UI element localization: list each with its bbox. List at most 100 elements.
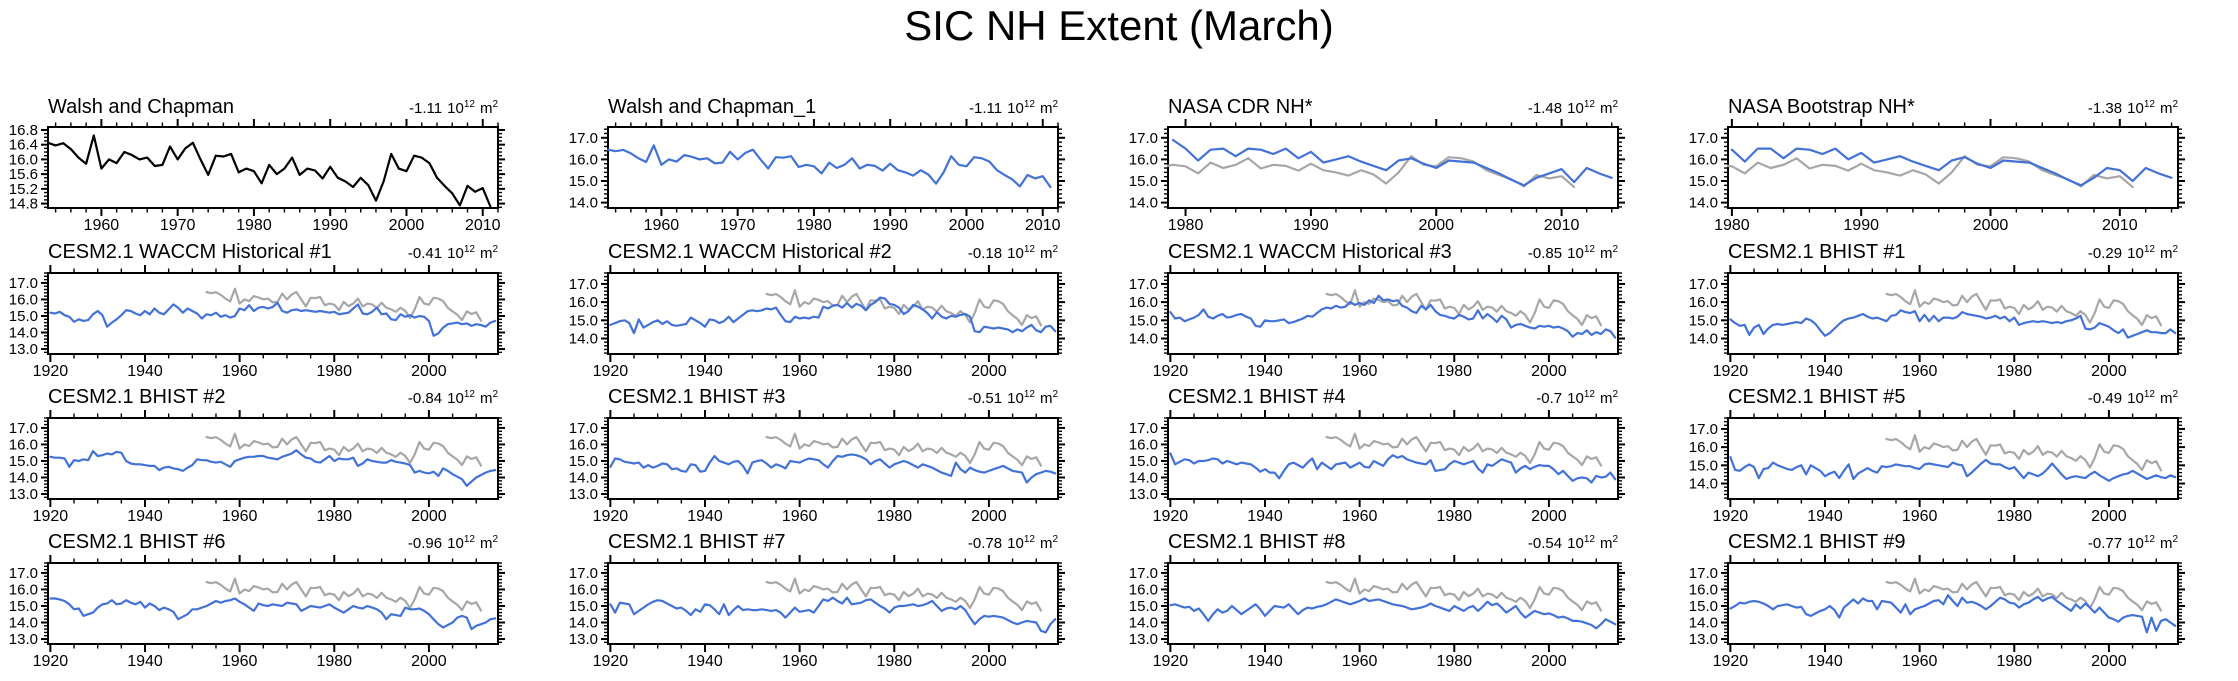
svg-text:14.0: 14.0 xyxy=(9,470,38,487)
axis-labels: 17.016.015.014.013.0 1920 1940 1960 1980 2000 xyxy=(1129,565,1567,670)
svg-text:1980: 1980 xyxy=(876,653,912,670)
trend-unit-symbol-exponent: 2 xyxy=(2172,244,2178,255)
panel-trend-annotation: -1.11 1012 m2 xyxy=(409,99,498,117)
svg-text:1980: 1980 xyxy=(1436,508,1472,525)
svg-text:15.0: 15.0 xyxy=(569,312,598,329)
series-line-model-blue xyxy=(49,597,497,631)
plot-frame xyxy=(607,417,1059,500)
svg-text:2000: 2000 xyxy=(389,217,425,234)
series-line-walsh-gray xyxy=(205,287,483,322)
svg-text:1960: 1960 xyxy=(1342,653,1378,670)
axis-minor-ticks xyxy=(44,122,502,213)
series-group xyxy=(49,577,497,631)
trend-unit-symbol: m xyxy=(1599,245,1613,262)
page-title: SIC NH Extent (March) xyxy=(904,2,1334,49)
svg-text:14.0: 14.0 xyxy=(569,615,598,632)
series-line-model-blue xyxy=(1169,452,1617,484)
panel-trend-annotation: -1.38 1012 m2 xyxy=(2088,99,2178,117)
svg-text:14.0: 14.0 xyxy=(9,325,38,342)
trend-unit-symbol-exponent: 2 xyxy=(2172,99,2178,110)
series-line-walsh-gray xyxy=(1885,289,2163,327)
svg-text:1980: 1980 xyxy=(876,508,912,525)
svg-text:1980: 1980 xyxy=(1436,363,1472,380)
svg-text:16.0: 16.0 xyxy=(9,436,38,453)
svg-text:2000: 2000 xyxy=(1418,217,1454,234)
trend-unit-symbol-exponent: 2 xyxy=(1052,389,1058,400)
trend-value: -1.11 xyxy=(969,100,1003,117)
svg-text:1940: 1940 xyxy=(687,508,723,525)
trend-value: -1.11 xyxy=(409,100,443,117)
series-line-walsh-gray xyxy=(1325,577,1603,612)
panel-title: CESM2.1 BHIST #8 xyxy=(1168,531,1346,553)
trend-unit-base: 10 xyxy=(447,390,464,407)
svg-text:14.0: 14.0 xyxy=(1689,476,1718,493)
svg-text:16.0: 16.0 xyxy=(9,291,38,308)
panel-trend-annotation: -1.11 1012 m2 xyxy=(969,99,1058,117)
trend-value: -0.49 xyxy=(2087,390,2123,407)
chart-panel: CESM2.1 BHIST #1 -0.29 1012 m2 17.0 16.0 15.… xyxy=(1680,240,2238,385)
plot-frame xyxy=(47,126,499,209)
svg-text:17.0: 17.0 xyxy=(1129,276,1158,293)
svg-text:17.0: 17.0 xyxy=(9,565,38,582)
trend-unit-symbol-exponent: 2 xyxy=(1052,534,1058,545)
svg-text:15.0: 15.0 xyxy=(9,598,38,615)
panel-trend-annotation: -0.96 1012 m2 xyxy=(408,534,498,552)
trend-unit-symbol: m xyxy=(1599,390,1613,407)
trend-unit-exponent: 12 xyxy=(1583,389,1595,400)
svg-text:15.0: 15.0 xyxy=(9,453,38,470)
axis-labels: 17.016.015.0 14.0 1920 1940 1960 1980 2000 xyxy=(569,276,1007,380)
axis-ticks xyxy=(601,265,1065,362)
trend-unit-symbol-exponent: 2 xyxy=(2172,534,2178,545)
chart-panel: CESM2.1 BHIST #9 -0.77 1012 m2 17.0 16.0 15.… xyxy=(1680,530,2238,681)
chart-panel: CESM2.1 BHIST #5 -0.49 1012 m2 17.0 16.0 15.… xyxy=(1680,385,2238,530)
svg-text:13.0: 13.0 xyxy=(1129,631,1158,648)
trend-unit-base: 10 xyxy=(447,535,464,552)
svg-text:14.0: 14.0 xyxy=(569,195,598,212)
line-plot: 17.0 16.0 15.0 14.0 1960 1970 1980 1990 2000 2010 xyxy=(569,119,1065,234)
series-line-model-blue xyxy=(1729,455,2177,482)
svg-text:1980: 1980 xyxy=(316,653,352,670)
svg-text:2000: 2000 xyxy=(971,508,1007,525)
axis-ticks xyxy=(1161,265,1625,362)
trend-unit-symbol-exponent: 2 xyxy=(1612,389,1618,400)
plot-frame xyxy=(607,272,1059,355)
trend-unit-base: 10 xyxy=(1007,390,1024,407)
svg-text:1980: 1980 xyxy=(1436,653,1472,670)
axis-labels: 17.0 16.0 15.0 14.0 1980 1990 2000 2010 xyxy=(1129,130,1580,234)
svg-text:1940: 1940 xyxy=(127,363,163,380)
trend-unit-base: 10 xyxy=(1007,245,1024,262)
svg-text:16.0: 16.0 xyxy=(9,581,38,598)
panel-trend-annotation: -0.84 1012 m2 xyxy=(408,389,498,407)
svg-text:2010: 2010 xyxy=(465,217,501,234)
series-line-walsh-gray xyxy=(1885,434,2163,472)
svg-text:14.0: 14.0 xyxy=(569,470,598,487)
svg-text:1940: 1940 xyxy=(1807,363,1843,380)
series-line-walsh-blue xyxy=(607,144,1052,189)
svg-text:14.0: 14.0 xyxy=(1129,470,1158,487)
svg-text:15.0: 15.0 xyxy=(569,598,598,615)
axis-labels: 17.0 16.0 15.0 14.0 1980 1990 2000 2010 xyxy=(1689,130,2138,234)
trend-value: -0.41 xyxy=(407,245,443,262)
series-group xyxy=(1169,432,1617,484)
axis-ticks xyxy=(41,410,505,507)
svg-text:16.0: 16.0 xyxy=(1129,294,1158,311)
svg-text:1990: 1990 xyxy=(872,217,908,234)
svg-text:16.0: 16.0 xyxy=(569,581,598,598)
svg-text:1920: 1920 xyxy=(1153,653,1189,670)
trend-value: -0.77 xyxy=(2087,535,2123,552)
svg-text:14.8: 14.8 xyxy=(9,196,38,213)
series-group xyxy=(1169,577,1617,630)
trend-unit-symbol: m xyxy=(479,390,493,407)
series-line-walsh-gray xyxy=(1727,155,2134,189)
trend-unit-exponent: 12 xyxy=(1583,99,1595,110)
svg-text:2010: 2010 xyxy=(2102,217,2138,234)
svg-text:17.0: 17.0 xyxy=(569,276,598,293)
trend-unit-exponent: 12 xyxy=(2143,389,2155,400)
trend-unit-symbol-exponent: 2 xyxy=(2172,389,2178,400)
line-plot: 16.816.416.015.615.214.8 1960 1970 1980 1990… xyxy=(9,119,505,234)
line-plot: 17.016.015.0 14.0 1920 1940 1960 1980 2000 xyxy=(1689,265,2185,380)
series-line-model-blue xyxy=(49,301,497,337)
panel-title: CESM2.1 BHIST #1 xyxy=(1728,241,1906,263)
svg-text:17.0: 17.0 xyxy=(1129,420,1158,437)
trend-unit-exponent: 12 xyxy=(2143,99,2155,110)
